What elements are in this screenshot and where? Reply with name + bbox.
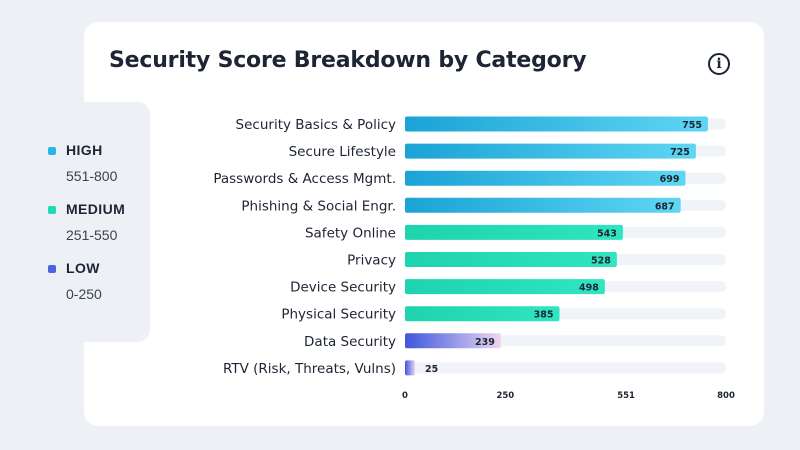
value-label-data-security: 239 [475,337,495,348]
bar-secure-lifestyle [405,143,696,159]
bar-data-security [405,333,501,349]
legend-panel: HIGH 551-800 MEDIUM 251-550 LOW 0-250 [26,102,150,342]
info-icon[interactable]: i [708,53,730,75]
category-label-safety-online: Safety Online [305,225,396,241]
value-label-rtv-risk-threats-vulns: 25 [425,364,438,375]
value-label-physical-security: 385 [534,310,554,321]
value-label-secure-lifestyle: 725 [670,147,690,158]
bar-phishing-social-engr [405,197,681,213]
legend-name-high: HIGH [66,142,103,158]
legend-name-low: LOW [66,260,100,276]
legend-name-medium: MEDIUM [66,201,126,217]
bar-safety-online [405,224,623,240]
bar-device-security [405,279,605,295]
value-label-privacy: 528 [591,256,611,267]
bar-security-basics-policy [405,116,708,132]
legend-swatch-low [48,265,56,273]
x-tick-label-0: 0 [402,391,408,401]
value-label-phishing-social-engr: 687 [655,201,675,212]
value-label-device-security: 498 [579,283,599,294]
bar-rtv-risk-threats-vulns [405,360,416,376]
category-label-phishing-social-engr: Phishing & Social Engr. [241,198,396,214]
category-label-privacy: Privacy [347,253,396,269]
bar-track-rtv-risk-threats-vulns [405,362,726,374]
bar-physical-security [405,306,560,322]
legend-swatch-medium [48,206,56,214]
x-tick-label-800: 800 [717,391,735,401]
x-tick-label-250: 250 [496,391,514,401]
category-label-physical-security: Physical Security [281,307,396,323]
chart-card [84,22,764,426]
legend-range-high: 551-800 [66,168,118,184]
legend-range-low: 0-250 [66,286,102,302]
legend-range-medium: 251-550 [66,227,118,243]
value-label-security-basics-policy: 755 [682,120,702,131]
bar-privacy [405,252,617,267]
chart-title: Security Score Breakdown by Category [109,48,587,73]
bar-passwords-access-mgmt [405,170,686,186]
value-label-safety-online: 543 [597,228,617,239]
category-label-rtv-risk-threats-vulns: RTV (Risk, Threats, Vulns) [223,361,396,377]
category-label-security-basics-policy: Security Basics & Policy [236,117,396,133]
legend-swatch-high [48,147,56,155]
category-label-secure-lifestyle: Secure Lifestyle [289,144,396,160]
category-label-passwords-access-mgmt: Passwords & Access Mgmt. [213,171,396,187]
category-label-data-security: Data Security [304,334,396,350]
value-label-passwords-access-mgmt: 699 [660,174,680,185]
x-tick-label-551: 551 [617,391,635,401]
category-label-device-security: Device Security [290,280,396,296]
